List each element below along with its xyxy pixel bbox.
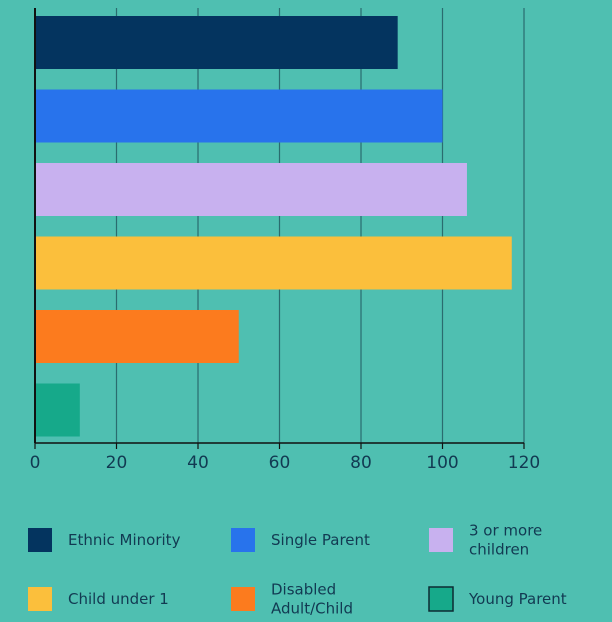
- bar-ethnic-minority: [35, 16, 398, 69]
- x-tick-label-40: 40: [187, 453, 209, 473]
- legend-label-4-line-0: Disabled: [271, 581, 336, 599]
- legend-label-2-line-0: 3 or more: [469, 522, 542, 540]
- legend-swatch-3: [28, 587, 52, 611]
- bar-3-or-more-children: [35, 163, 467, 216]
- legend-swatch-5: [428, 586, 454, 612]
- x-tick-label-120: 120: [508, 453, 540, 473]
- legend-label-2-line-1: children: [469, 541, 529, 559]
- x-tick-label-100: 100: [426, 453, 458, 473]
- legend-swatch-4: [231, 587, 255, 611]
- x-tick-label-0: 0: [30, 453, 41, 473]
- legend-label-5-line-0: Young Parent: [468, 590, 567, 608]
- bar-child-under-1: [35, 236, 512, 290]
- x-tick-label-20: 20: [106, 453, 128, 473]
- x-tick-label-60: 60: [269, 453, 291, 473]
- legend-swatch-2: [429, 528, 453, 552]
- bar-single-parent: [35, 89, 443, 143]
- bar-young-parent: [35, 383, 80, 437]
- bar-disabled-adult-child: [35, 310, 239, 363]
- legend-swatch-0: [28, 528, 52, 552]
- legend-swatch-1: [231, 528, 255, 552]
- x-tick-label-80: 80: [350, 453, 372, 473]
- legend-label-4-line-1: Adult/Child: [271, 600, 353, 618]
- legend-label-1-line-0: Single Parent: [271, 531, 370, 549]
- legend-label-3-line-0: Child under 1: [68, 590, 169, 608]
- legend-label-0-line-0: Ethnic Minority: [68, 531, 181, 549]
